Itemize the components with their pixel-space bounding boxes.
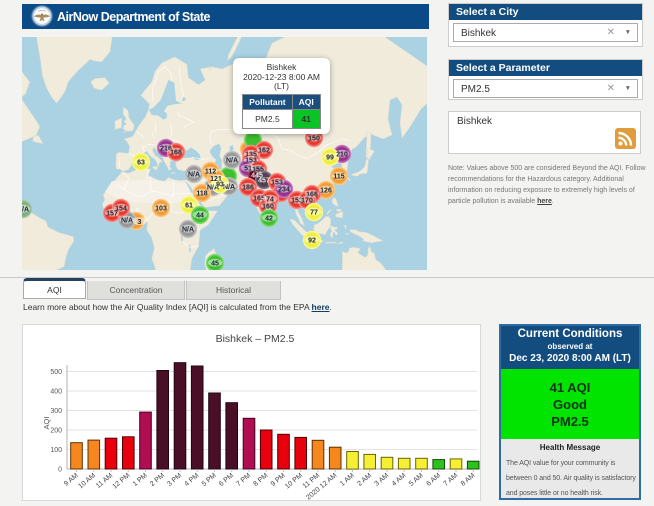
svg-text:N/A: N/A (121, 217, 133, 224)
svg-text:103: 103 (155, 205, 167, 212)
svg-text:168: 168 (170, 149, 182, 156)
svg-text:8 PM: 8 PM (252, 472, 269, 488)
svg-text:63: 63 (137, 159, 145, 166)
svg-text:N/A: N/A (188, 171, 200, 178)
svg-text:216: 216 (160, 145, 172, 152)
svg-text:3 AM: 3 AM (374, 472, 391, 488)
svg-text:210: 210 (336, 151, 348, 158)
svg-text:166: 166 (306, 191, 318, 198)
svg-text:135: 135 (245, 151, 257, 158)
svg-text:N/A: N/A (207, 184, 219, 191)
svg-text:170: 170 (301, 197, 313, 204)
svg-text:N/A: N/A (182, 226, 194, 233)
svg-text:118: 118 (196, 190, 207, 197)
svg-text:7 AM: 7 AM (443, 472, 460, 488)
svg-text:157: 157 (106, 210, 118, 217)
svg-text:300: 300 (50, 408, 62, 415)
svg-text:165: 165 (253, 195, 265, 202)
svg-text:51: 51 (244, 165, 252, 172)
svg-text:2 PM: 2 PM (149, 472, 166, 488)
svg-text:121: 121 (210, 176, 222, 183)
svg-text:3: 3 (138, 219, 142, 226)
svg-text:7 PM: 7 PM (235, 472, 252, 488)
svg-text:11 AM: 11 AM (95, 472, 114, 490)
svg-text:AQI: AQI (42, 417, 51, 430)
svg-text:500: 500 (50, 369, 62, 376)
svg-text:Bishkek – PM2.5: Bishkek – PM2.5 (216, 333, 295, 345)
svg-text:42: 42 (265, 215, 273, 222)
svg-text:N/A: N/A (22, 206, 29, 213)
svg-text:234: 234 (278, 186, 290, 193)
svg-text:93: 93 (216, 182, 224, 189)
svg-text:115: 115 (333, 173, 344, 180)
svg-text:400: 400 (50, 388, 62, 395)
svg-text:153: 153 (291, 197, 303, 204)
svg-text:100: 100 (50, 447, 62, 454)
svg-text:99: 99 (326, 154, 334, 161)
svg-text:5 AM: 5 AM (408, 472, 425, 488)
svg-text:10 AM: 10 AM (77, 472, 97, 490)
svg-text:5 PM: 5 PM (201, 472, 218, 488)
svg-text:1 AM: 1 AM (339, 472, 356, 488)
svg-text:N/A: N/A (226, 157, 238, 164)
svg-text:45: 45 (211, 260, 219, 267)
svg-text:445: 445 (251, 172, 263, 179)
svg-text:153: 153 (245, 157, 257, 164)
svg-text:3 PM: 3 PM (166, 472, 183, 488)
svg-text:12 PM: 12 PM (111, 472, 131, 490)
svg-text:186: 186 (242, 184, 254, 191)
svg-text:2 AM: 2 AM (356, 472, 373, 488)
svg-text:154: 154 (115, 205, 127, 212)
svg-text:92: 92 (308, 237, 316, 244)
svg-text:112: 112 (205, 168, 216, 175)
svg-text:4 AM: 4 AM (391, 472, 408, 488)
svg-text:160: 160 (262, 203, 274, 210)
svg-text:4 PM: 4 PM (183, 472, 200, 488)
svg-text:155: 155 (252, 166, 264, 173)
svg-text:162: 162 (258, 147, 270, 154)
svg-text:74: 74 (266, 196, 274, 203)
svg-text:8 AM: 8 AM (460, 472, 477, 488)
svg-text:10 PM: 10 PM (284, 472, 304, 490)
svg-text:1 PM: 1 PM (132, 472, 149, 488)
svg-text:N/A: N/A (223, 184, 235, 191)
svg-text:200: 200 (50, 427, 62, 434)
svg-text:0: 0 (58, 466, 62, 473)
svg-text:6 PM: 6 PM (218, 472, 235, 488)
svg-text:126: 126 (320, 187, 332, 194)
svg-text:44: 44 (196, 212, 204, 219)
svg-text:77: 77 (310, 209, 318, 216)
svg-text:61: 61 (185, 202, 193, 209)
svg-text:153: 153 (271, 179, 283, 186)
svg-text:150: 150 (308, 135, 320, 142)
svg-text:6 AM: 6 AM (425, 472, 442, 488)
svg-text:457: 457 (258, 177, 270, 184)
